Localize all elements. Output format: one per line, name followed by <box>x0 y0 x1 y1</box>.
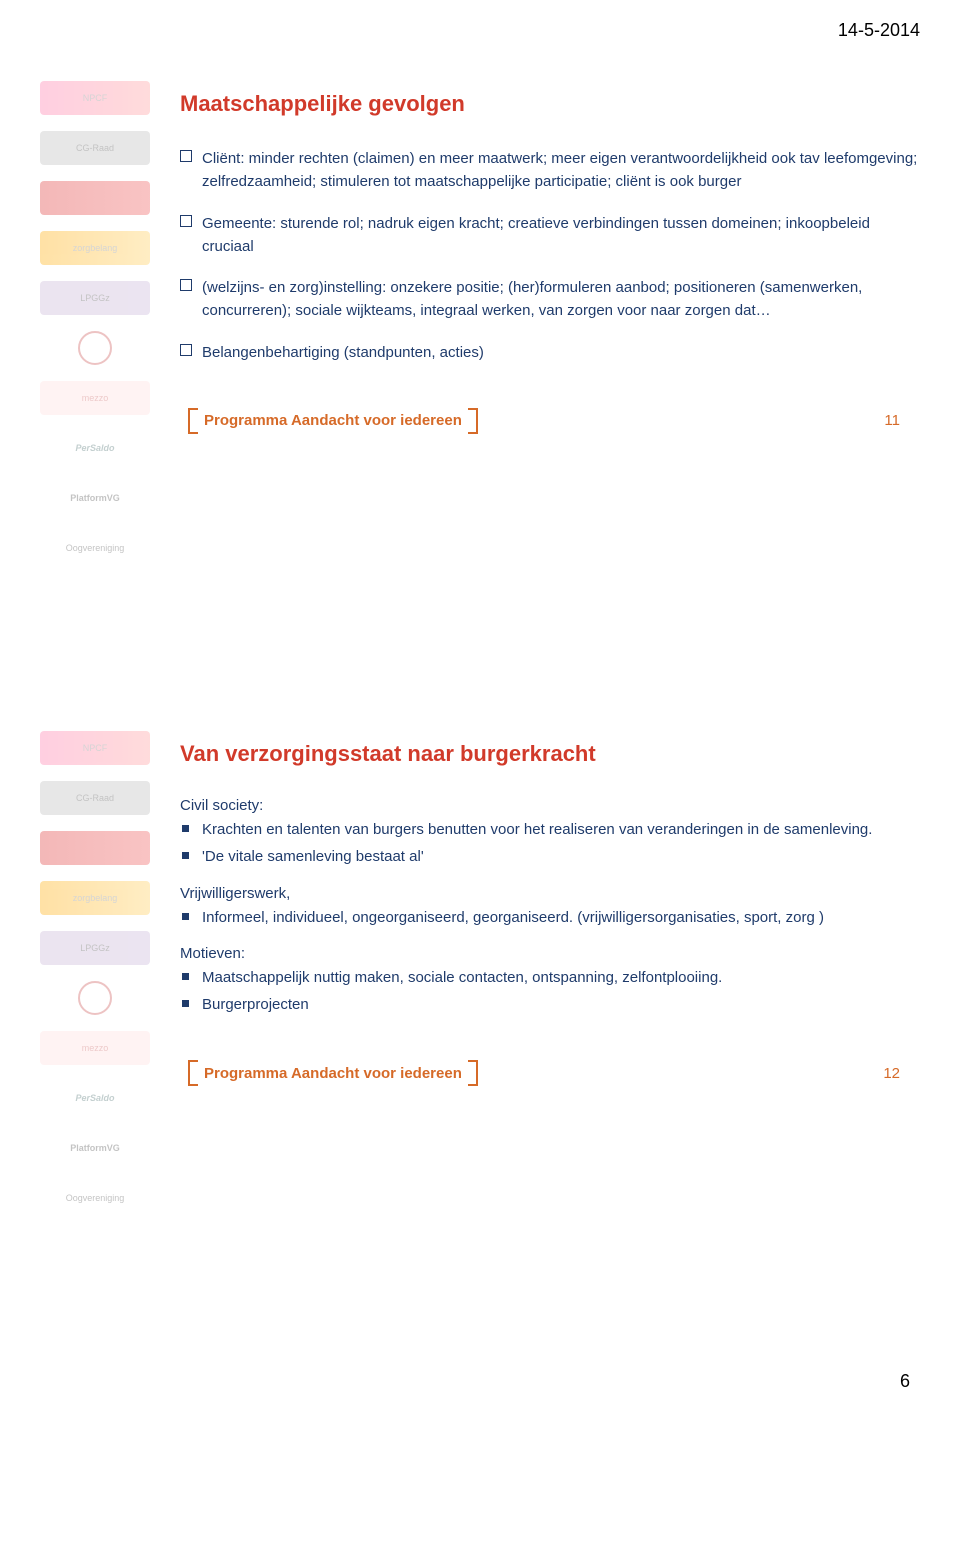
slide-2: NPCF CG-Raad zorgbelang LPGGz mezzo PerS… <box>40 721 920 1311</box>
page-container: 14-5-2014 NPCF CG-Raad zorgbelang LPGGz … <box>0 0 960 1432</box>
logo-platformvg: PlatformVG <box>40 481 150 515</box>
slide-1-title: Maatschappelijke gevolgen <box>180 91 920 117</box>
logo-npcf: NPCF <box>40 731 150 765</box>
logo-ring-icon <box>78 331 112 365</box>
slide-1: NPCF CG-Raad zorgbelang LPGGz mezzo PerS… <box>40 71 920 661</box>
logo-platformvg: PlatformVG <box>40 1131 150 1165</box>
logo-persaldo: PerSaldo <box>40 431 150 465</box>
logo-mezzo: mezzo <box>40 1031 150 1065</box>
logo-npcf: NPCF <box>40 81 150 115</box>
logo-oogvereniging: Oogvereniging <box>40 531 150 565</box>
logo-oogvereniging: Oogvereniging <box>40 1181 150 1215</box>
logo-zorgbelang: zorgbelang <box>40 231 150 265</box>
program-label: Programma Aandacht voor iedereen <box>180 1056 486 1090</box>
logo-khw <box>40 831 150 865</box>
list-item: Informeel, individueel, ongeorganiseerd,… <box>180 906 920 929</box>
slide-1-content: Maatschappelijke gevolgen Cliënt: minder… <box>180 71 920 438</box>
list-item: Maatschappelijk nuttig maken, sociale co… <box>180 966 920 989</box>
bullet-item: Belangenbehartiging (standpunten, acties… <box>180 341 920 364</box>
list-item: Krachten en talenten van burgers benutte… <box>180 818 920 841</box>
group-list: Krachten en talenten van burgers benutte… <box>180 818 920 869</box>
slide-2-footer: Programma Aandacht voor iedereen 12 <box>180 1056 920 1090</box>
bullet-item: Cliënt: minder rechten (claimen) en meer… <box>180 147 920 194</box>
bullet-item: Gemeente: sturende rol; nadruk eigen kra… <box>180 212 920 259</box>
group-list: Informeel, individueel, ongeorganiseerd,… <box>180 906 920 929</box>
group-heading: Vrijwilligerswerk, <box>180 885 920 902</box>
logo-sidebar: NPCF CG-Raad zorgbelang LPGGz mezzo PerS… <box>40 721 150 1215</box>
list-item: 'De vitale samenleving bestaat al' <box>180 845 920 868</box>
program-label: Programma Aandacht voor iedereen <box>180 404 486 438</box>
logo-lpggz: LPGGz <box>40 931 150 965</box>
logo-ring-icon <box>78 981 112 1015</box>
header-date: 14-5-2014 <box>40 20 920 41</box>
logo-zorgbelang: zorgbelang <box>40 881 150 915</box>
group-heading: Motieven: <box>180 945 920 962</box>
list-item: Burgerprojecten <box>180 993 920 1016</box>
logo-sidebar: NPCF CG-Raad zorgbelang LPGGz mezzo PerS… <box>40 71 150 565</box>
logo-cgraad: CG-Raad <box>40 781 150 815</box>
slide-2-page-number: 12 <box>883 1065 920 1082</box>
group-heading: Civil society: <box>180 797 920 814</box>
slide-2-content: Van verzorgingsstaat naar burgerkracht C… <box>180 721 920 1090</box>
slide-1-footer: Programma Aandacht voor iedereen 11 <box>180 404 920 438</box>
slide-1-bullets: Cliënt: minder rechten (claimen) en meer… <box>180 147 920 364</box>
slide-1-page-number: 11 <box>884 412 920 429</box>
logo-khw <box>40 181 150 215</box>
logo-cgraad: CG-Raad <box>40 131 150 165</box>
group-list: Maatschappelijk nuttig maken, sociale co… <box>180 966 920 1017</box>
logo-persaldo: PerSaldo <box>40 1081 150 1115</box>
bullet-item: (welzijns- en zorg)instelling: onzekere … <box>180 276 920 323</box>
slide-2-title: Van verzorgingsstaat naar burgerkracht <box>180 741 920 767</box>
document-page-number: 6 <box>40 1371 920 1392</box>
logo-lpggz: LPGGz <box>40 281 150 315</box>
logo-mezzo: mezzo <box>40 381 150 415</box>
